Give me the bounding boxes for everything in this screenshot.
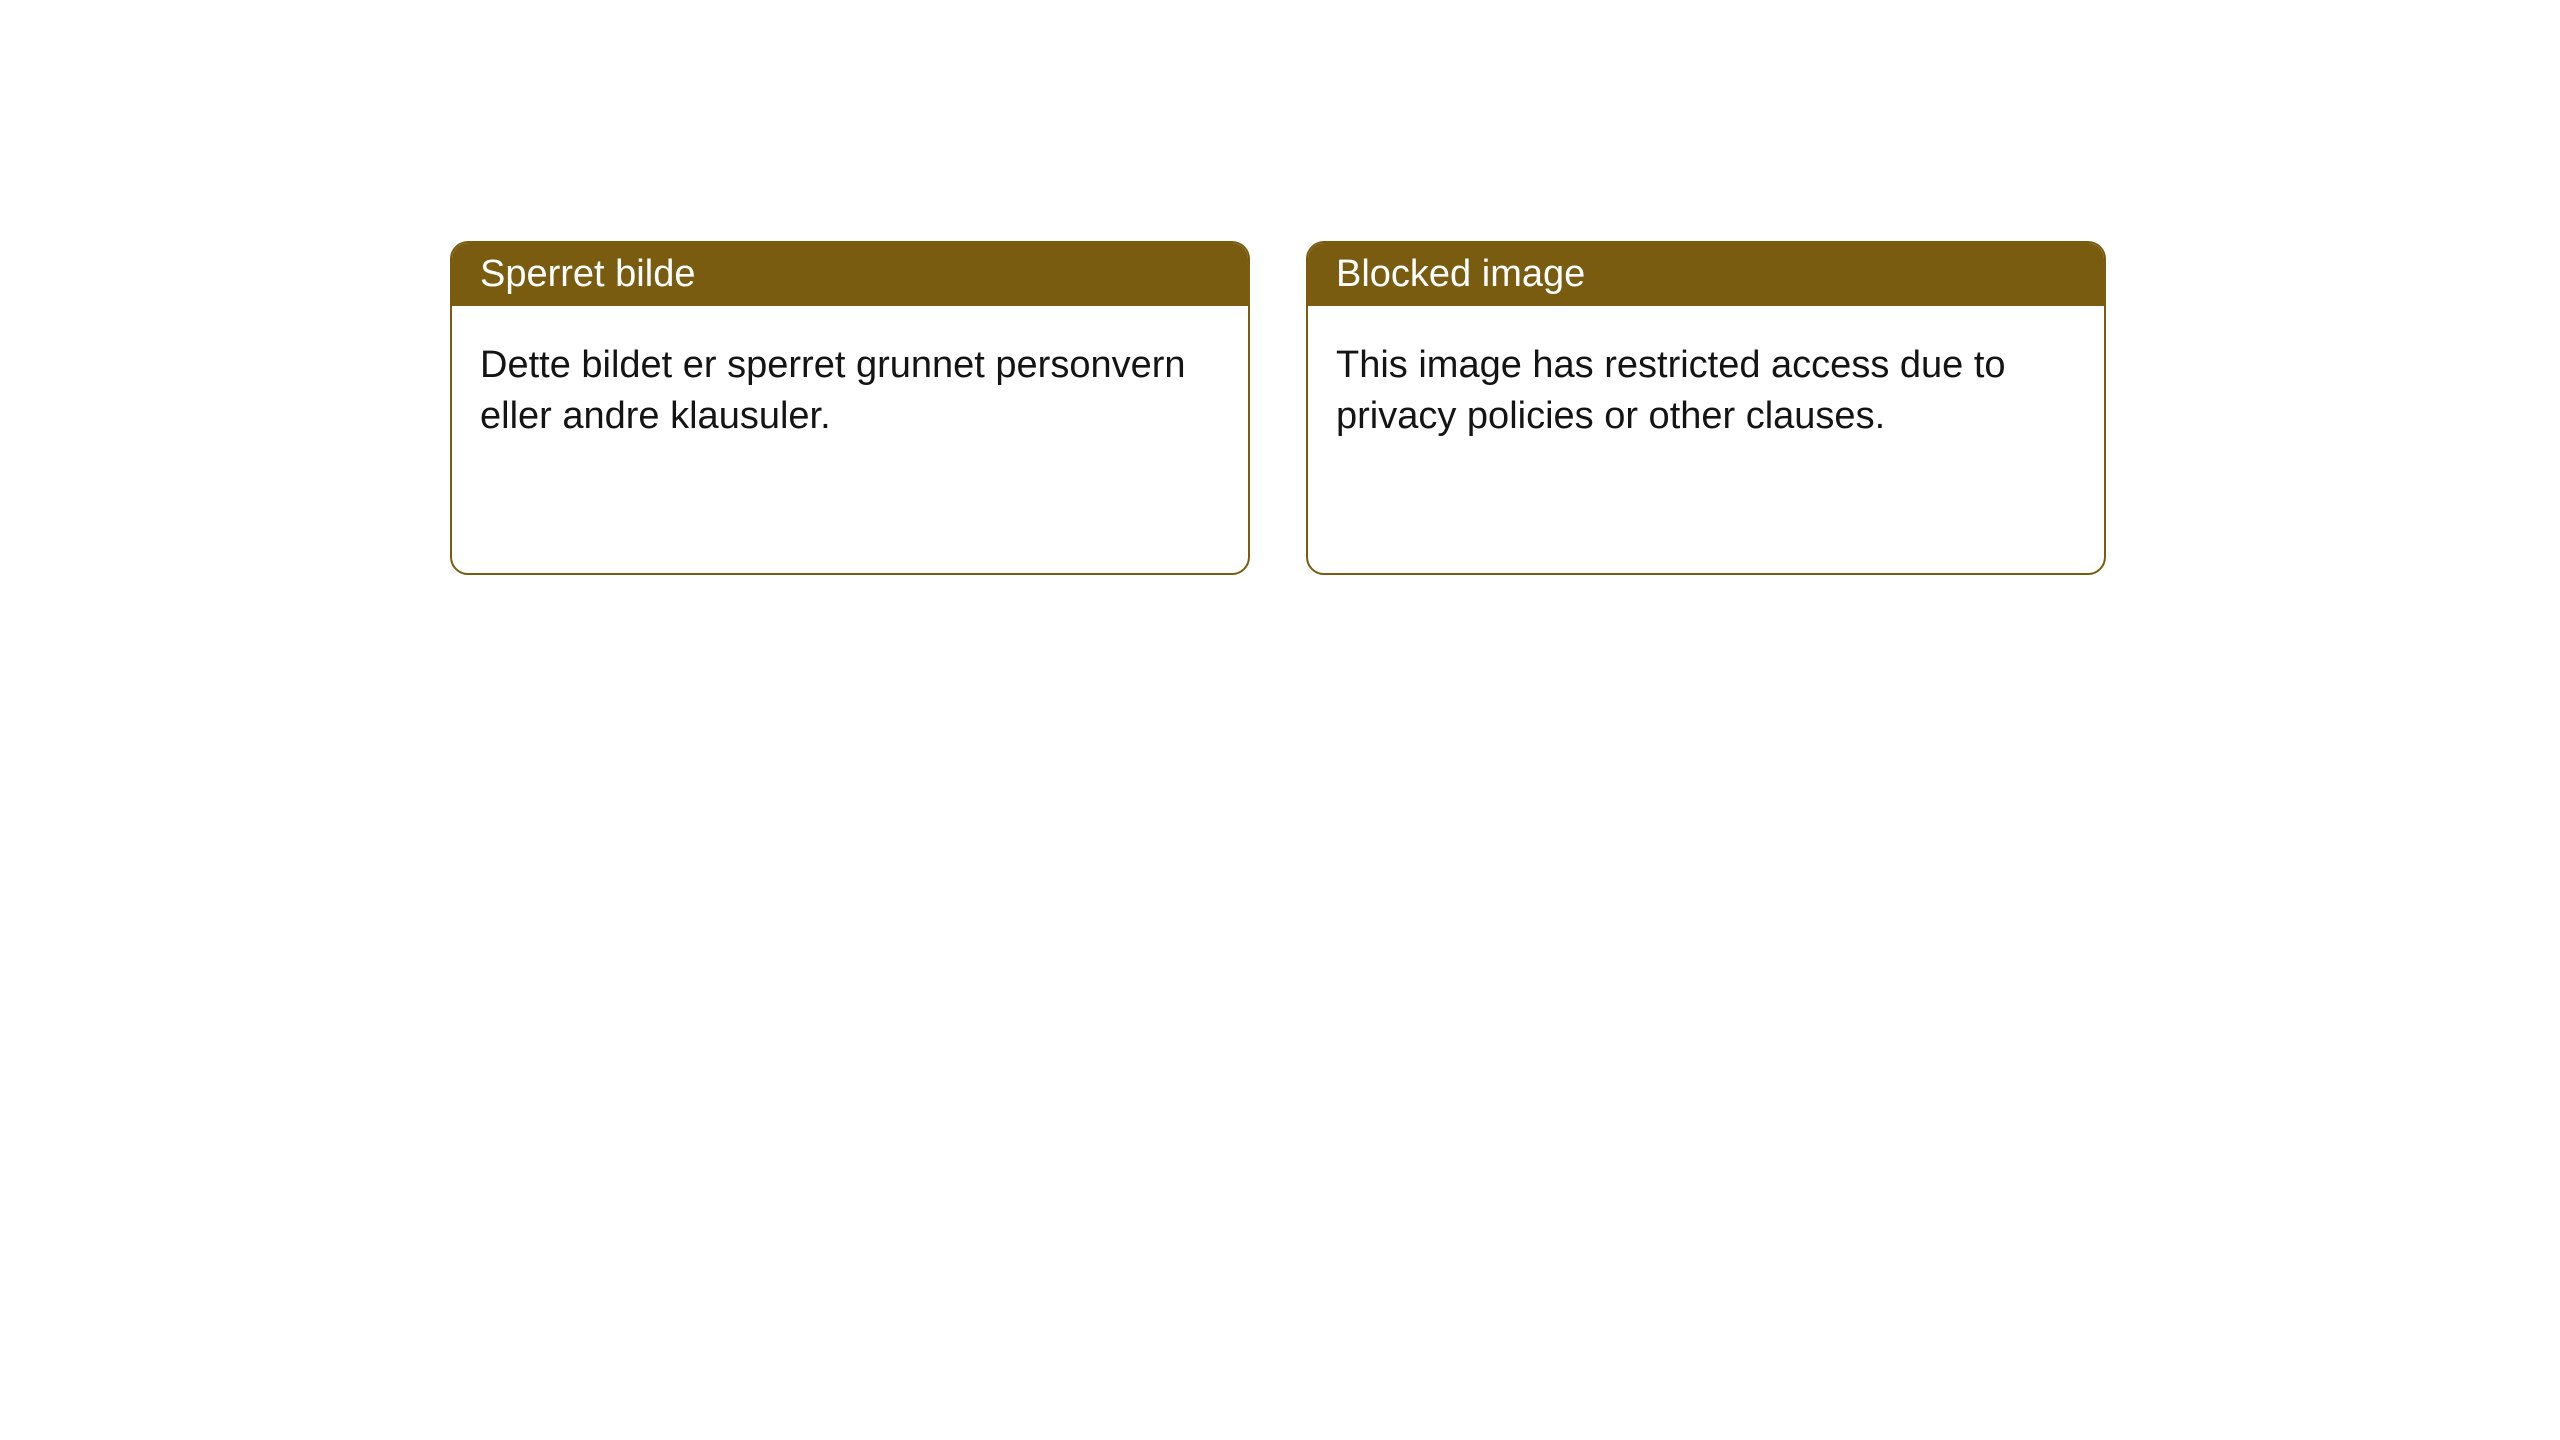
card-header: Blocked image	[1308, 243, 2104, 306]
blocked-card-norwegian: Sperret bilde Dette bildet er sperret gr…	[450, 241, 1250, 575]
notice-cards-container: Sperret bilde Dette bildet er sperret gr…	[0, 0, 2560, 575]
card-title: Blocked image	[1336, 253, 1585, 295]
card-body: Dette bildet er sperret grunnet personve…	[452, 306, 1248, 477]
card-message: Dette bildet er sperret grunnet personve…	[480, 344, 1186, 437]
card-body: This image has restricted access due to …	[1308, 306, 2104, 477]
blocked-card-english: Blocked image This image has restricted …	[1306, 241, 2106, 575]
card-header: Sperret bilde	[452, 243, 1248, 306]
card-title: Sperret bilde	[480, 253, 695, 295]
card-message: This image has restricted access due to …	[1336, 344, 2006, 437]
